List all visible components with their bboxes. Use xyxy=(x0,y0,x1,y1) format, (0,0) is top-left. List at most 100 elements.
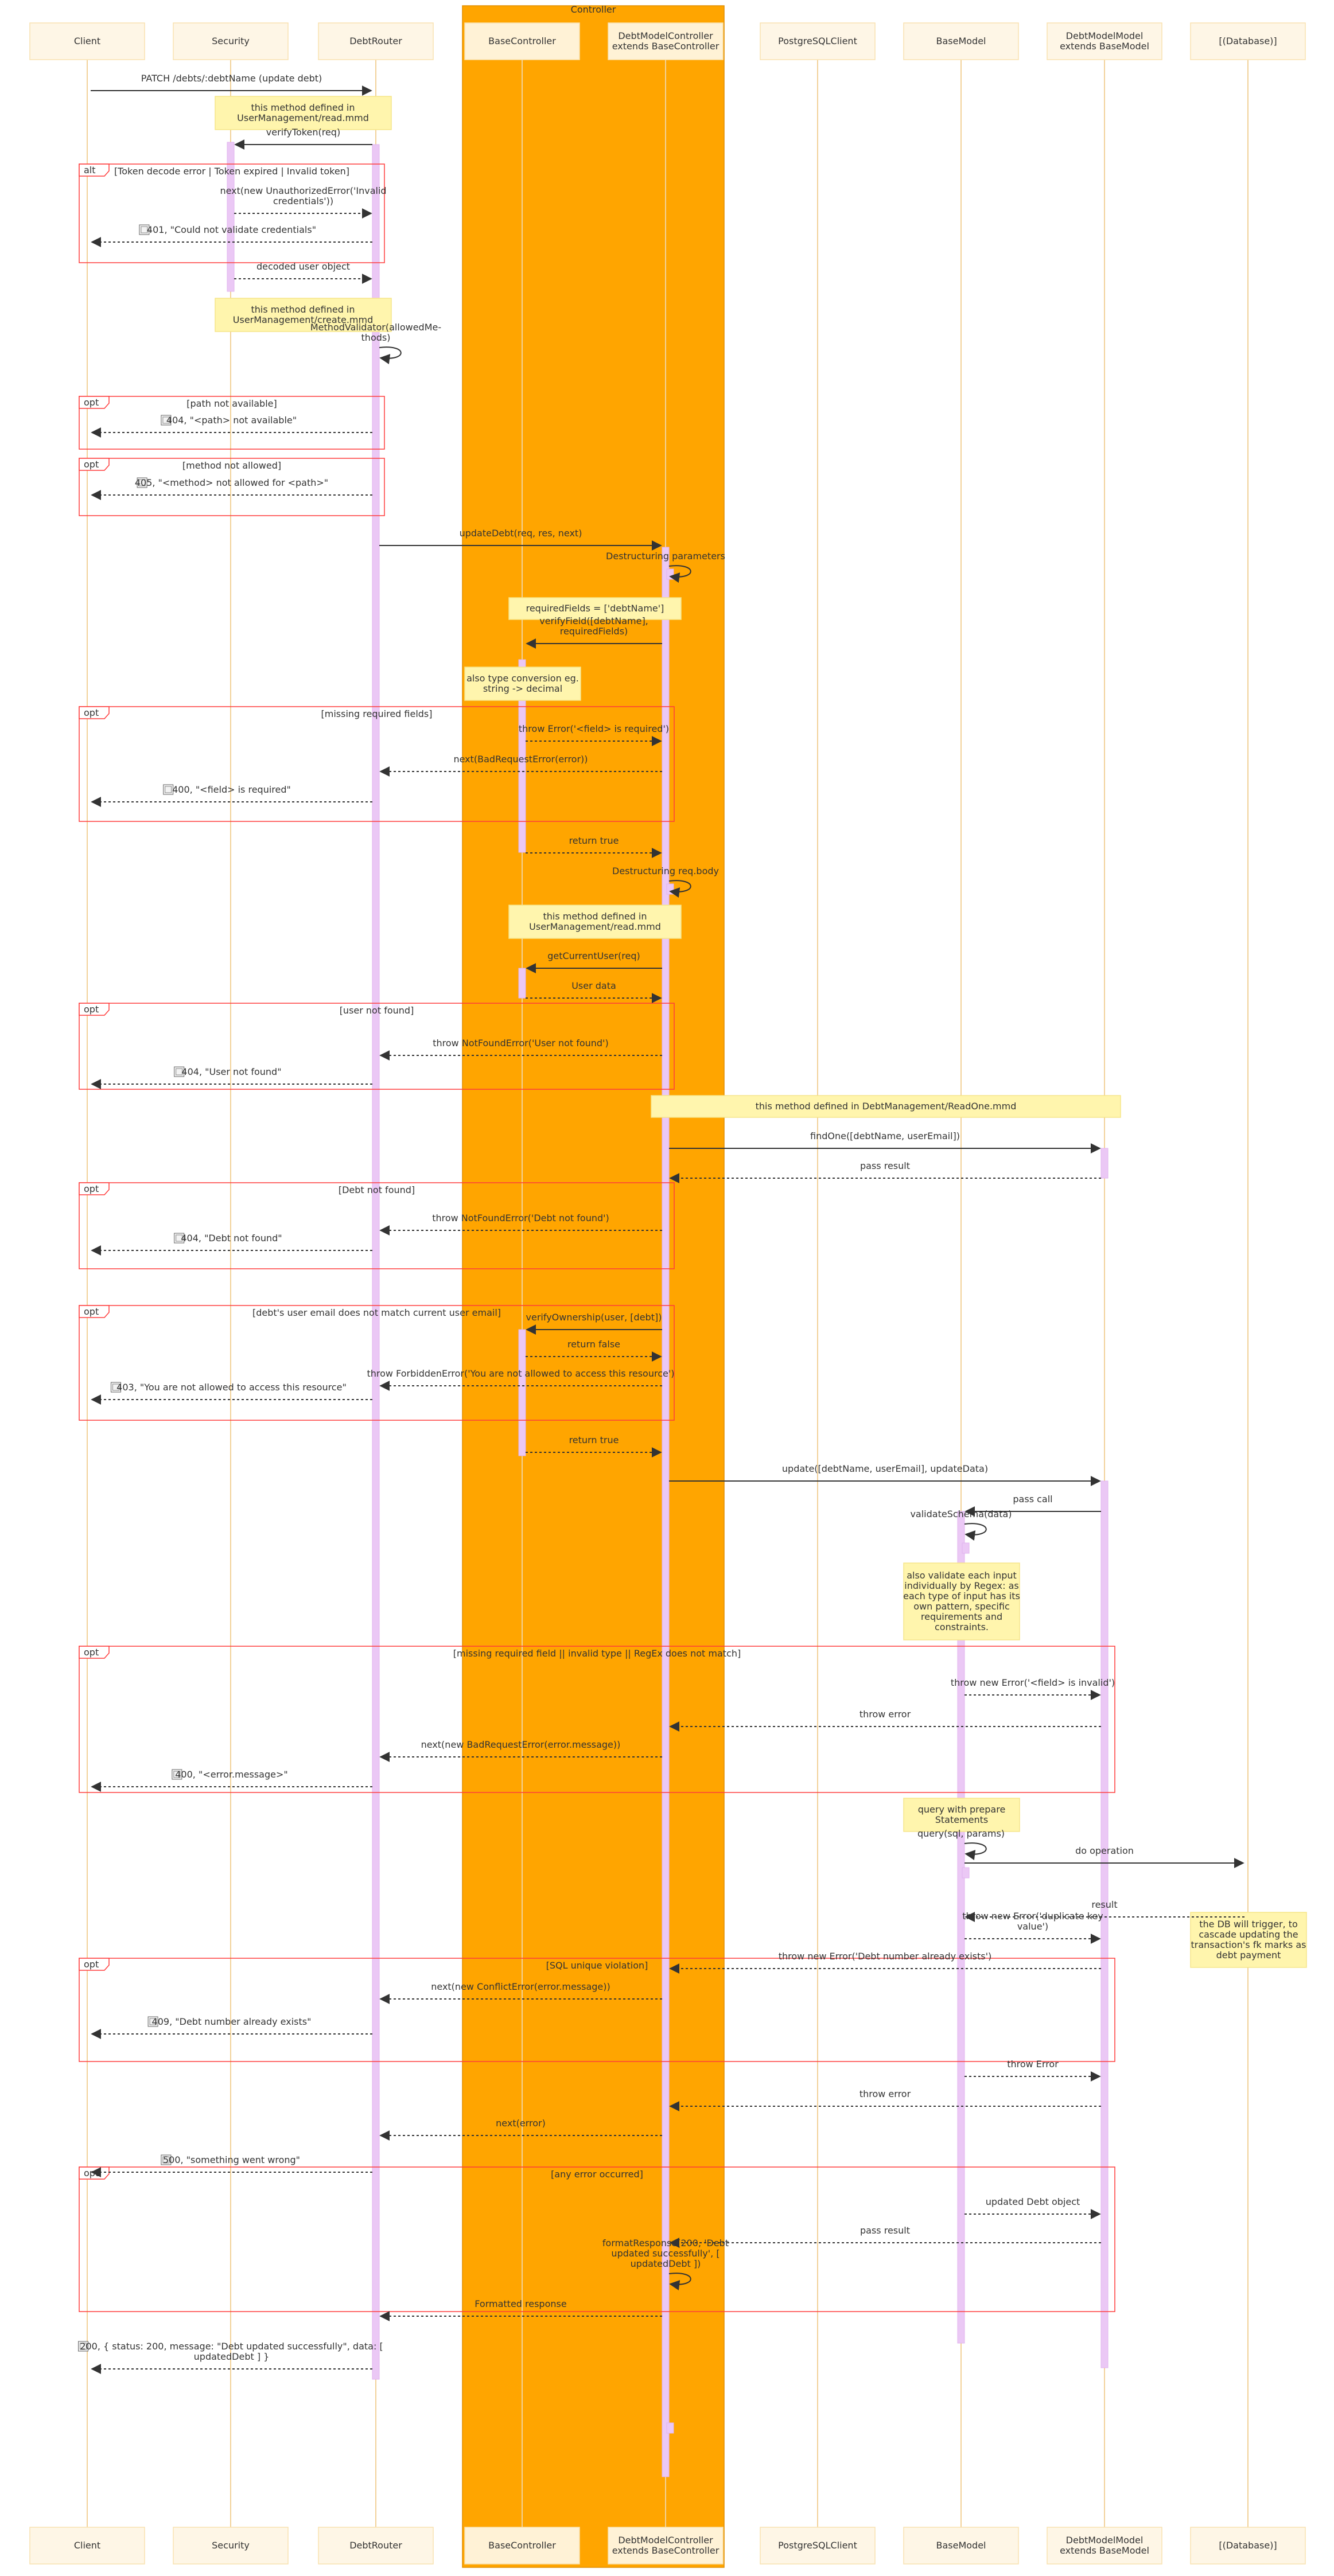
message-label: Formatted response xyxy=(475,2298,566,2309)
note-text: each type of input has its xyxy=(903,1591,1020,1601)
frame-operator: opt xyxy=(84,1183,99,1194)
activation-bar xyxy=(666,2422,674,2434)
message-label: formatResponse(200, 'Debt xyxy=(602,2238,729,2248)
participant-label: PostgreSQLClient xyxy=(778,36,857,46)
frame-opt xyxy=(79,1003,675,1090)
note-box xyxy=(903,1562,1020,1640)
response-icon-inner xyxy=(176,1234,183,1242)
participant-security-top xyxy=(173,22,289,60)
self-message-arrow xyxy=(379,346,402,364)
frame-alt xyxy=(79,163,385,263)
participant-label: extends BaseModel xyxy=(1060,41,1149,52)
message-label: updated successfully', [ xyxy=(611,2248,719,2259)
message-label: 200, { status: 200, message: "Debt updat… xyxy=(80,2341,383,2352)
activation-bar xyxy=(1100,1148,1109,1179)
response-icon-inner xyxy=(112,1384,119,1391)
response-icon xyxy=(161,415,172,426)
controller-group-label: Controller xyxy=(571,4,616,15)
activation-bar xyxy=(372,144,380,2380)
message-label: 405, "<method> not allowed for <path>" xyxy=(135,477,328,488)
participant-basemodel-bottom xyxy=(903,2527,1019,2565)
note-text: also type conversion eg. xyxy=(466,673,579,684)
participant-security-bottom xyxy=(173,2527,289,2565)
message-label: updateDebt(req, res, next) xyxy=(460,528,582,539)
response-icon xyxy=(172,1769,182,1780)
activation-bar xyxy=(957,1511,965,2344)
response-icon-inner xyxy=(80,2343,87,2350)
participant-label: [(Database)] xyxy=(1219,36,1277,46)
message-label: updatedDebt ] } xyxy=(194,2351,270,2362)
participant-label: Security xyxy=(212,2540,250,2551)
message-label: throw ForbiddenError('You are not allowe… xyxy=(367,1368,675,1379)
frame-tab xyxy=(79,396,110,409)
message-label: getCurrentUser(req) xyxy=(547,950,640,961)
note-box xyxy=(215,96,392,130)
frame-opt xyxy=(79,706,675,822)
activation-bar xyxy=(518,1329,526,1456)
message-label: validateSchema(data) xyxy=(910,1509,1012,1519)
participant-label: BaseController xyxy=(488,36,556,46)
message-label: throw error xyxy=(859,1709,911,1720)
message-label: 404, "User not found" xyxy=(181,1066,281,1077)
participant-label: DebtModelModel xyxy=(1066,2535,1144,2546)
message-label: PATCH /debts/:debtName (update debt) xyxy=(141,73,322,84)
participant-label: PostgreSQLClient xyxy=(778,2540,857,2551)
participant-label: DebtModelModel xyxy=(1066,30,1144,41)
participant-label: extends BaseModel xyxy=(1060,2545,1149,2556)
frame-tab xyxy=(79,1003,110,1016)
message-label: updatedDebt ]) xyxy=(631,2258,701,2269)
frame-operator: opt xyxy=(84,1647,99,1658)
self-message-arrow xyxy=(668,2273,691,2290)
participant-debtmodel-bottom xyxy=(1047,2527,1162,2565)
participant-router-top xyxy=(318,22,434,60)
frame-condition: [Token decode error | Token expired | In… xyxy=(114,166,349,177)
note-text: this method defined in DebtManagement/Re… xyxy=(756,1101,1017,1112)
note-text: Statements xyxy=(935,1814,989,1825)
note-box xyxy=(508,597,682,620)
message-label: thods) xyxy=(361,332,391,343)
message-label: Destructuring parameters xyxy=(606,551,725,562)
message-label: 500, "something went wrong" xyxy=(163,2154,300,2165)
frame-operator: opt xyxy=(84,1959,99,1970)
note-text: requiredFields = ['debtName'] xyxy=(526,603,664,614)
message-label: next(error) xyxy=(496,2118,546,2129)
note-text: UserManagement/read.mmd xyxy=(237,112,369,123)
frame-opt xyxy=(79,2166,1115,2312)
response-icon xyxy=(174,1066,185,1077)
response-icon-inner xyxy=(165,786,172,793)
message-label: return true xyxy=(569,1435,619,1445)
activation-bar xyxy=(1100,1480,1109,2368)
message-label: update([debtName, userEmail], updateData… xyxy=(782,1463,988,1474)
frame-operator: opt xyxy=(84,707,99,718)
self-message-arrow xyxy=(668,880,691,898)
participant-label: Client xyxy=(74,2540,100,2551)
participant-router-bottom xyxy=(318,2527,434,2565)
note-text: the DB will trigger, to xyxy=(1199,1919,1298,1930)
response-icon xyxy=(78,2341,88,2352)
participant-label: DebtRouter xyxy=(349,2540,402,2551)
note-text: transaction's fk marks as xyxy=(1191,1939,1306,1950)
frame-condition: [Debt not found] xyxy=(339,1184,415,1195)
note-box xyxy=(1190,1912,1307,1968)
message-label: throw new Error('<field> is invalid') xyxy=(951,1677,1115,1688)
frame-condition: [debt's user email does not match curren… xyxy=(252,1307,501,1318)
frame-operator: opt xyxy=(84,397,99,408)
frame-condition: [method not allowed] xyxy=(182,460,281,471)
message-label: 400, "<field> is required" xyxy=(172,784,291,795)
note-box xyxy=(464,667,581,701)
message-label: next(new ConflictError(error.message)) xyxy=(431,1981,610,1992)
note-text: string -> decimal xyxy=(483,683,562,694)
participant-label: BaseModel xyxy=(936,2540,986,2551)
note-text: own pattern, specific xyxy=(913,1601,1010,1612)
response-icon-inner xyxy=(173,1771,181,1778)
message-label: 404, "<path> not available" xyxy=(166,415,297,426)
message-label: MethodValidator(allowedMe- xyxy=(310,322,441,333)
controller-group-box xyxy=(462,5,725,2568)
participant-client-bottom xyxy=(29,2527,145,2565)
response-icon xyxy=(111,1382,121,1393)
participant-label: extends BaseController xyxy=(612,2545,719,2556)
activation-bar xyxy=(518,968,526,999)
message-label: decoded user object xyxy=(256,261,350,272)
message-label: do operation xyxy=(1075,1845,1134,1856)
frame-condition: [missing required field || invalid type … xyxy=(453,1648,741,1659)
